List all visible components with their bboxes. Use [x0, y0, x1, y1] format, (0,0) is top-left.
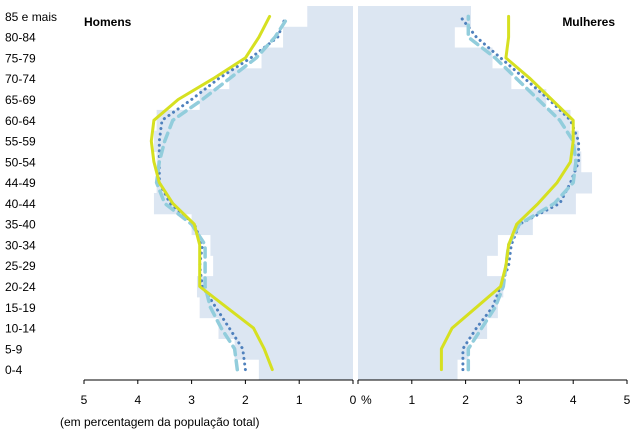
bar-women-60-64	[358, 109, 571, 132]
bar-women-25-29	[358, 255, 488, 277]
axes-layer	[83, 379, 628, 384]
age-group-label: 65-69	[5, 93, 36, 107]
x-tick-label-left: 1	[296, 393, 303, 407]
bar-men-60-64	[156, 109, 353, 132]
age-group-label: 50-54	[5, 155, 36, 169]
bar-women-80-84	[358, 26, 455, 49]
bar-women-70-74	[358, 68, 512, 90]
x-tick-label-right: 3	[516, 393, 523, 407]
bar-women-30-34	[358, 234, 498, 256]
bar-men-50-54	[156, 151, 353, 173]
bar-women-5-9	[358, 338, 469, 360]
bar-men-85 e mais	[307, 6, 353, 28]
x-tick-label-right: 1	[408, 393, 415, 407]
x-unit-label: %	[361, 393, 372, 407]
bar-women-15-19	[358, 296, 498, 319]
age-group-label: 75-79	[5, 51, 36, 65]
age-group-label: 35-40	[5, 218, 36, 232]
x-tick-label-left: 5	[81, 393, 88, 407]
age-group-label: 0-4	[5, 363, 23, 377]
bar-men-30-34	[210, 234, 353, 256]
bar-men-70-74	[229, 68, 353, 90]
line-dashed-men	[154, 14, 291, 372]
age-group-label: 85 e mais	[5, 10, 57, 24]
age-group-label: 15-19	[5, 301, 36, 315]
bar-men-35-40	[191, 213, 353, 236]
bar-women-55-59	[358, 130, 579, 152]
bar-women-10-14	[358, 317, 488, 339]
bar-men-25-29	[213, 255, 353, 277]
bar-men-20-24	[196, 276, 353, 298]
bar-men-80-84	[283, 26, 353, 49]
line-solid-men	[149, 14, 274, 372]
bar-women-44-49	[358, 172, 593, 194]
bar-women-40-44	[358, 193, 576, 215]
line-dashed-women	[466, 14, 578, 372]
bar-men-40-44	[153, 193, 353, 215]
bar-men-75-79	[261, 47, 353, 69]
x-tick-label-left: 2	[242, 393, 249, 407]
line-solid-women	[439, 14, 575, 372]
bar-women-85 e mais	[358, 6, 471, 28]
bar-men-10-14	[218, 317, 353, 339]
age-group-label: 25-29	[5, 259, 36, 273]
age-group-label: 80-84	[5, 31, 36, 45]
bar-women-35-40	[358, 213, 533, 236]
bar-women-0-4	[358, 359, 458, 381]
bar-women-50-54	[358, 151, 582, 173]
age-group-label: 30-34	[5, 238, 36, 252]
age-group-label: 5-9	[5, 342, 23, 356]
x-tick-label-left: 3	[188, 393, 195, 407]
right-panel-title: Mulheres	[562, 15, 615, 29]
lines-layer	[149, 14, 581, 372]
age-group-label: 55-59	[5, 135, 36, 149]
bar-men-55-59	[153, 130, 353, 152]
labels-layer: 5 4 3 2 1 0 1 2 3 4 5 0-4 5-9 10-14 15-19 20-24 25-29 30-…	[5, 10, 630, 407]
age-group-label: 60-64	[5, 114, 36, 128]
x-tick-label-right: 5	[624, 393, 630, 407]
age-group-label: 70-74	[5, 72, 36, 86]
age-group-label: 40-44	[5, 197, 36, 211]
bar-men-15-19	[199, 296, 353, 319]
bar-women-65-69	[358, 89, 547, 111]
bar-women-75-79	[358, 47, 493, 69]
x-tick-label-right: 4	[570, 393, 577, 407]
x-tick-label-left: 0	[350, 393, 357, 407]
bars-layer	[153, 6, 593, 381]
bar-men-65-69	[199, 89, 353, 111]
line-dotted-women	[458, 14, 581, 372]
x-tick-label-right: 2	[462, 393, 469, 407]
age-group-label: 44-49	[5, 176, 36, 190]
left-panel-title: Homens	[84, 15, 132, 29]
bar-men-0-4	[258, 359, 353, 381]
bar-men-44-49	[156, 172, 353, 194]
bar-men-5-9	[234, 338, 353, 360]
age-group-label: 10-14	[5, 322, 36, 336]
x-tick-label-left: 4	[134, 393, 141, 407]
age-group-label: 20-24	[5, 280, 36, 294]
bar-women-20-24	[358, 276, 504, 298]
chart-caption: (em percentagem da população total)	[60, 415, 259, 429]
